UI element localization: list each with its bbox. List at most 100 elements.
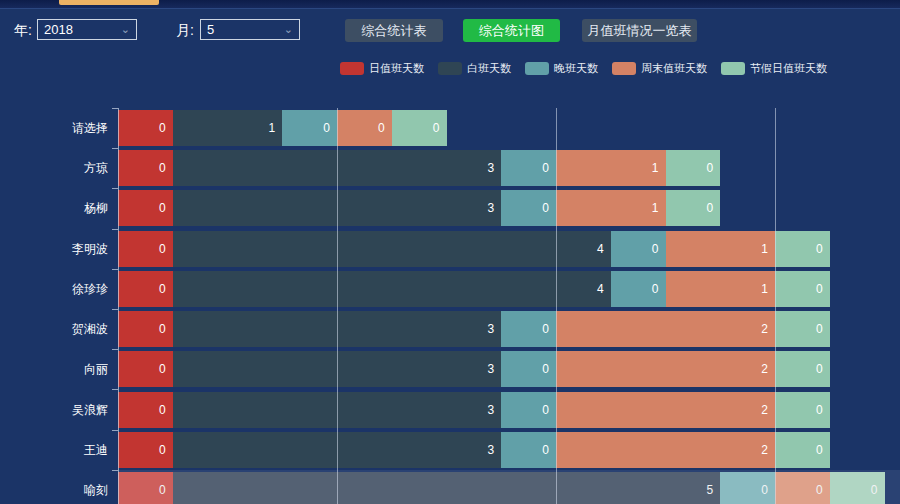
bar-segment-night-shift-days[interactable]: 0 <box>501 392 556 428</box>
x-gridline <box>556 108 557 504</box>
y-axis-label: 李明波 <box>0 231 108 267</box>
bar-segment-day-duty-days[interactable]: 0 <box>118 351 173 387</box>
chart-bar-row: 04010 <box>118 231 830 267</box>
bar-segment-day-duty-days[interactable]: 0 <box>118 392 173 428</box>
chart-bar-row: 04010 <box>118 271 830 307</box>
bar-segment-holiday-duty-days[interactable]: 0 <box>775 231 830 267</box>
bar-segment-night-shift-days[interactable]: 0 <box>501 311 556 347</box>
bar-segment-night-shift-days[interactable]: 0 <box>501 150 556 186</box>
bar-segment-day-duty-days[interactable]: 0 <box>118 432 173 468</box>
bar-value-label: 0 <box>816 443 823 457</box>
bar-segment-day-duty-days[interactable]: 0 <box>118 150 173 186</box>
bar-value-label: 2 <box>761 403 768 417</box>
bar-value-label: 0 <box>159 483 166 497</box>
y-axis-label: 向丽 <box>0 351 108 387</box>
bar-value-label: 0 <box>159 403 166 417</box>
bar-value-label: 0 <box>323 121 330 135</box>
bar-value-label: 0 <box>433 121 440 135</box>
bar-segment-holiday-duty-days[interactable]: 0 <box>666 190 721 226</box>
bar-segment-holiday-duty-days[interactable]: 0 <box>666 150 721 186</box>
bar-segment-weekend-duty-days[interactable]: 1 <box>556 190 666 226</box>
bar-value-label: 3 <box>488 403 495 417</box>
bar-value-label: 0 <box>159 282 166 296</box>
bar-segment-weekend-duty-days[interactable]: 2 <box>556 392 775 428</box>
bar-value-label: 0 <box>159 201 166 215</box>
bar-segment-holiday-duty-days[interactable]: 0 <box>775 311 830 347</box>
bar-value-label: 1 <box>269 121 276 135</box>
bar-segment-holiday-duty-days[interactable]: 0 <box>392 110 447 146</box>
bar-segment-day-duty-days[interactable]: 0 <box>118 231 173 267</box>
y-axis-label: 王迪 <box>0 432 108 468</box>
bar-segment-night-shift-days[interactable]: 0 <box>501 190 556 226</box>
bar-value-label: 3 <box>488 161 495 175</box>
y-axis-tick <box>112 108 118 109</box>
bar-value-label: 0 <box>652 242 659 256</box>
bar-value-label: 0 <box>378 121 385 135</box>
bar-value-label: 0 <box>816 403 823 417</box>
x-gridline <box>337 108 338 504</box>
y-axis-label: 方琼 <box>0 150 108 186</box>
bar-segment-night-shift-days[interactable]: 0 <box>501 432 556 468</box>
y-axis-label: 吴浪辉 <box>0 392 108 428</box>
chart-bar-row: 03020 <box>118 351 830 387</box>
bar-segment-day-duty-days[interactable]: 0 <box>118 271 173 307</box>
bar-value-label: 0 <box>159 443 166 457</box>
bar-segment-weekend-duty-days[interactable]: 1 <box>666 231 776 267</box>
y-axis-tick <box>112 188 118 189</box>
bar-value-label: 0 <box>816 362 823 376</box>
bar-segment-holiday-duty-days[interactable]: 0 <box>775 351 830 387</box>
chart-bar-row: 03020 <box>118 432 830 468</box>
bar-segment-day-duty-days[interactable]: 0 <box>118 472 173 504</box>
bar-segment-night-shift-days[interactable]: 0 <box>720 472 775 504</box>
bar-value-label: 3 <box>488 362 495 376</box>
chart-bar-row: 0 3 0 2 0 <box>118 392 830 428</box>
bar-value-label: 0 <box>542 322 549 336</box>
bar-value-label: 2 <box>761 443 768 457</box>
bar-value-label: 2 <box>761 362 768 376</box>
bar-value-label: 0 <box>159 322 166 336</box>
bar-value-label: 0 <box>707 161 714 175</box>
bar-segment-day-duty-days[interactable]: 0 <box>118 311 173 347</box>
y-axis-tick <box>112 148 118 149</box>
chart-bar-row: 0 1 0 0 0 <box>118 110 447 146</box>
bar-segment-night-shift-days[interactable]: 0 <box>501 351 556 387</box>
bar-value-label: 0 <box>542 201 549 215</box>
bar-segment-holiday-duty-days[interactable]: 0 <box>775 392 830 428</box>
bar-segment-holiday-duty-days[interactable]: 0 <box>830 472 885 504</box>
bar-segment-night-shift-days[interactable]: 0 <box>611 231 666 267</box>
bar-segment-holiday-duty-days[interactable]: 0 <box>775 271 830 307</box>
bar-value-label: 1 <box>652 161 659 175</box>
bar-value-label: 0 <box>816 483 823 497</box>
bar-value-label: 0 <box>542 403 549 417</box>
bar-segment-day-shift-days[interactable]: 5 <box>173 472 721 504</box>
bar-value-label: 1 <box>652 201 659 215</box>
bar-segment-night-shift-days[interactable]: 0 <box>282 110 337 146</box>
bar-segment-holiday-duty-days[interactable]: 0 <box>775 432 830 468</box>
bar-value-label: 3 <box>488 201 495 215</box>
bar-segment-day-shift-days[interactable]: 4 <box>173 231 611 267</box>
y-axis-tick <box>112 470 118 471</box>
bar-segment-weekend-duty-days[interactable]: 2 <box>556 432 775 468</box>
bar-value-label: 0 <box>871 483 878 497</box>
chart-bar-row: 0 3 0 1 0 <box>118 190 720 226</box>
bar-value-label: 0 <box>542 443 549 457</box>
bar-value-label: 5 <box>707 483 714 497</box>
bar-segment-day-duty-days[interactable]: 0 <box>118 190 173 226</box>
bar-segment-weekend-duty-days[interactable]: 0 <box>337 110 392 146</box>
bar-segment-weekend-duty-days[interactable]: 2 <box>556 311 775 347</box>
y-axis-label: 徐珍珍 <box>0 271 108 307</box>
y-axis-tick <box>112 389 118 390</box>
bar-segment-weekend-duty-days[interactable]: 1 <box>556 150 666 186</box>
y-axis-tick <box>112 309 118 310</box>
bar-segment-day-shift-days[interactable]: 1 <box>173 110 283 146</box>
bar-segment-night-shift-days[interactable]: 0 <box>611 271 666 307</box>
bar-value-label: 0 <box>707 201 714 215</box>
bar-value-label: 0 <box>761 483 768 497</box>
bar-segment-weekend-duty-days[interactable]: 0 <box>775 472 830 504</box>
y-axis-tick <box>112 269 118 270</box>
bar-segment-weekend-duty-days[interactable]: 1 <box>666 271 776 307</box>
bar-segment-weekend-duty-days[interactable]: 2 <box>556 351 775 387</box>
bar-segment-day-duty-days[interactable]: 0 <box>118 110 173 146</box>
y-axis-tick <box>112 229 118 230</box>
bar-segment-day-shift-days[interactable]: 4 <box>173 271 611 307</box>
